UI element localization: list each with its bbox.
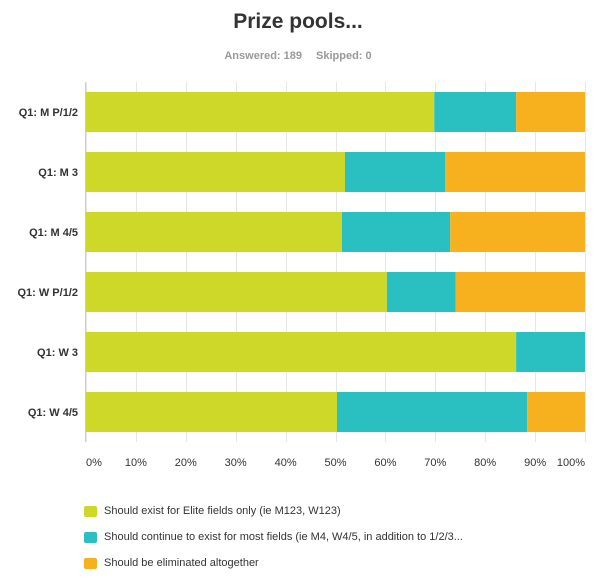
bar-segment — [386, 272, 456, 312]
x-tick-label: 50% — [324, 457, 346, 469]
category-label: Q1: W 3 — [37, 347, 78, 359]
category-label: Q1: M 4/5 — [29, 227, 78, 239]
bar-segment — [516, 92, 585, 132]
bar-segment — [527, 392, 585, 432]
x-tick-label: 80% — [474, 457, 496, 469]
category-label: Q1: W P/1/2 — [17, 287, 78, 299]
x-tick-label: 40% — [275, 457, 297, 469]
category-label: Q1: W 4/5 — [28, 407, 78, 419]
bar-segment — [434, 92, 517, 132]
bar-segment — [516, 332, 585, 372]
bar-segment — [450, 212, 585, 252]
legend-item: Should continue to exist for most fields… — [84, 531, 584, 545]
legend-item: Should exist for Elite fields only (ie M… — [84, 505, 584, 519]
legend-label: Should be eliminated altogether — [104, 557, 259, 569]
legend-label: Should continue to exist for most fields… — [104, 531, 463, 543]
bar-segment — [455, 272, 585, 312]
x-tick-label: 90% — [524, 457, 546, 469]
bar-segment — [344, 152, 446, 192]
chart-title: Prize pools... — [233, 10, 363, 33]
bar-segment — [86, 272, 387, 312]
bar-segment — [86, 212, 342, 252]
x-tick-label: 0% — [86, 457, 102, 469]
bar-segment — [86, 332, 517, 372]
bar-segment — [86, 92, 435, 132]
response-stats: Answered: 189 Skipped: 0 — [0, 50, 596, 62]
x-tick-label: 20% — [175, 457, 197, 469]
bar-segment — [86, 152, 345, 192]
legend-swatch — [84, 558, 97, 569]
legend-item: Should be eliminated altogether — [84, 557, 584, 571]
x-tick-label: 30% — [225, 457, 247, 469]
bar-segment — [86, 392, 337, 432]
x-tick-label: 10% — [125, 457, 147, 469]
legend-label: Should exist for Elite fields only (ie M… — [104, 505, 341, 517]
bar-segment — [341, 212, 451, 252]
skipped-count: Skipped: 0 — [316, 50, 372, 62]
chart-legend: Should exist for Elite fields only (ie M… — [84, 505, 584, 583]
legend-swatch — [84, 532, 97, 543]
stacked-bar-chart: Q1: M P/1/2 Q1: M 3 Q1: M 4/5 Q1: W P/1/2 Q1… — [17, 82, 586, 469]
legend-swatch — [84, 506, 97, 517]
x-tick-label: 70% — [424, 457, 446, 469]
bar-segment — [336, 392, 528, 432]
category-label: Q1: M P/1/2 — [19, 107, 78, 119]
category-label: Q1: M 3 — [38, 167, 78, 179]
x-tick-label: 100% — [557, 457, 585, 469]
x-tick-label: 60% — [374, 457, 396, 469]
bar-segment — [445, 152, 585, 192]
answered-count: Answered: 189 — [224, 50, 303, 62]
